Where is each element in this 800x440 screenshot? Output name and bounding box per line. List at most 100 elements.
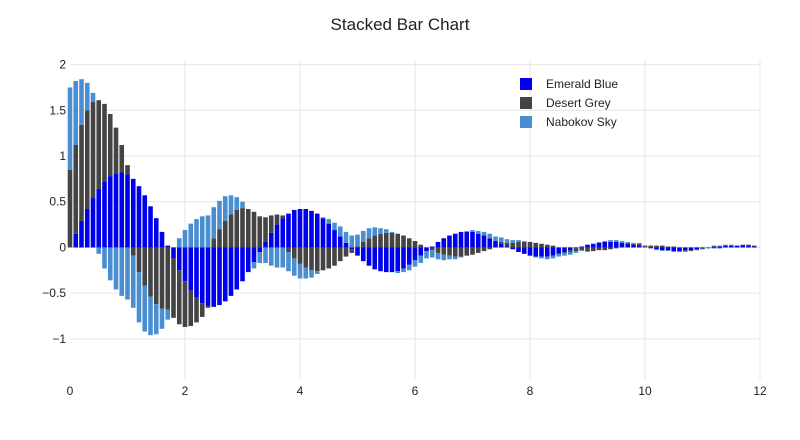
- bar-segment: [199, 216, 205, 248]
- bar-segment: [429, 247, 435, 251]
- bar-segment: [700, 247, 705, 249]
- legend-label[interactable]: Nabokov Sky: [546, 115, 617, 129]
- bar-segment: [228, 247, 234, 296]
- legend-swatch[interactable]: [520, 78, 532, 90]
- bar-segment: [452, 233, 458, 248]
- bar-segment: [343, 247, 349, 257]
- bar-segment: [470, 230, 475, 232]
- y-tick-label: −1: [52, 332, 66, 346]
- bar-segment: [228, 195, 234, 215]
- bar-segment: [406, 247, 412, 265]
- bar-segment: [79, 220, 84, 248]
- bar-segment: [746, 245, 751, 248]
- bar-segment: [527, 241, 533, 248]
- bar-segment: [579, 247, 585, 251]
- bar-segment: [280, 218, 286, 248]
- legend[interactable]: Emerald Blue Desert Grey Nabokov Sky: [520, 77, 618, 129]
- bar-segment: [211, 247, 217, 307]
- bar-segment: [188, 247, 194, 291]
- bar-segment: [286, 213, 291, 248]
- bar-segment: [263, 241, 268, 248]
- y-tick-label: 0: [59, 240, 66, 254]
- bar-segment: [567, 247, 573, 251]
- bar-segment: [412, 247, 418, 261]
- bar-segment: [452, 256, 458, 260]
- bar-segment: [113, 247, 119, 290]
- bar-segment: [297, 263, 303, 279]
- bar-segment: [119, 247, 125, 296]
- bar-segment: [383, 232, 389, 248]
- bar-segment: [211, 207, 217, 239]
- bar-segment: [694, 249, 700, 251]
- bar-segment: [585, 247, 590, 252]
- bar-segment: [176, 247, 182, 271]
- x-tick-label: 6: [412, 384, 419, 398]
- bar-segment: [136, 186, 142, 248]
- bar-segment: [608, 247, 613, 250]
- bar-segment: [67, 87, 73, 170]
- bar-segment: [194, 219, 199, 248]
- bar-segment: [245, 209, 251, 248]
- bar-segment: [309, 247, 314, 271]
- bar-segment: [648, 245, 654, 248]
- bar-segment: [136, 247, 142, 273]
- bar-segment: [429, 250, 435, 258]
- bar-segment: [418, 244, 424, 248]
- bar-segment: [481, 247, 487, 252]
- bar-segment: [613, 240, 619, 242]
- bar-segment: [360, 230, 366, 242]
- y-tick-label: 1.5: [49, 103, 66, 117]
- bar-segment: [665, 250, 671, 252]
- bar-segment: [746, 244, 751, 246]
- bar-segment: [671, 246, 677, 248]
- x-tick-label: 12: [753, 384, 767, 398]
- bar-segment: [165, 245, 171, 248]
- bar-segment: [585, 244, 590, 248]
- bar-segment: [510, 247, 516, 250]
- bar-segment: [286, 247, 291, 252]
- bar-segment: [360, 247, 366, 262]
- bar-segment: [671, 247, 677, 252]
- bar-segment: [728, 245, 734, 248]
- bar-segment: [711, 245, 717, 247]
- legend-label[interactable]: Desert Grey: [546, 96, 611, 110]
- bar-segment: [424, 247, 429, 252]
- bar-segment: [631, 242, 636, 244]
- bar-segment: [378, 228, 383, 234]
- bar-segment: [401, 235, 406, 248]
- bar-segment: [447, 247, 452, 256]
- bar-segment: [107, 113, 113, 177]
- bar-segment: [274, 247, 280, 268]
- bar-segment: [613, 247, 619, 249]
- bar-segment: [723, 244, 728, 246]
- legend-label[interactable]: Emerald Blue: [546, 77, 618, 91]
- bar-segment: [217, 247, 222, 306]
- bar-segment: [435, 247, 441, 253]
- bar-segment: [550, 255, 556, 259]
- bar-segment: [619, 241, 625, 243]
- bar-segment: [343, 231, 349, 243]
- bar-segment: [194, 297, 199, 323]
- bar-segment: [222, 247, 228, 302]
- bar-segment: [303, 267, 309, 279]
- bar-segment: [291, 247, 297, 259]
- bar-segment: [504, 239, 510, 243]
- bar-segment: [245, 247, 251, 273]
- bar-segment: [395, 233, 401, 248]
- bar-segment: [355, 234, 360, 247]
- bar-segment: [251, 247, 257, 263]
- bar-segment: [470, 231, 475, 248]
- bar-segment: [688, 247, 694, 251]
- bar-segment: [372, 227, 378, 236]
- bar-segment: [406, 264, 412, 271]
- bar-segment: [176, 270, 182, 325]
- legend-swatch[interactable]: [520, 116, 532, 128]
- bar-segment: [372, 247, 378, 270]
- bar-segment: [337, 226, 343, 237]
- bar-segment: [366, 238, 372, 248]
- bar-segment: [389, 231, 395, 233]
- legend-swatch[interactable]: [520, 97, 532, 109]
- bar-segment: [194, 247, 199, 298]
- bar-segment: [303, 247, 309, 268]
